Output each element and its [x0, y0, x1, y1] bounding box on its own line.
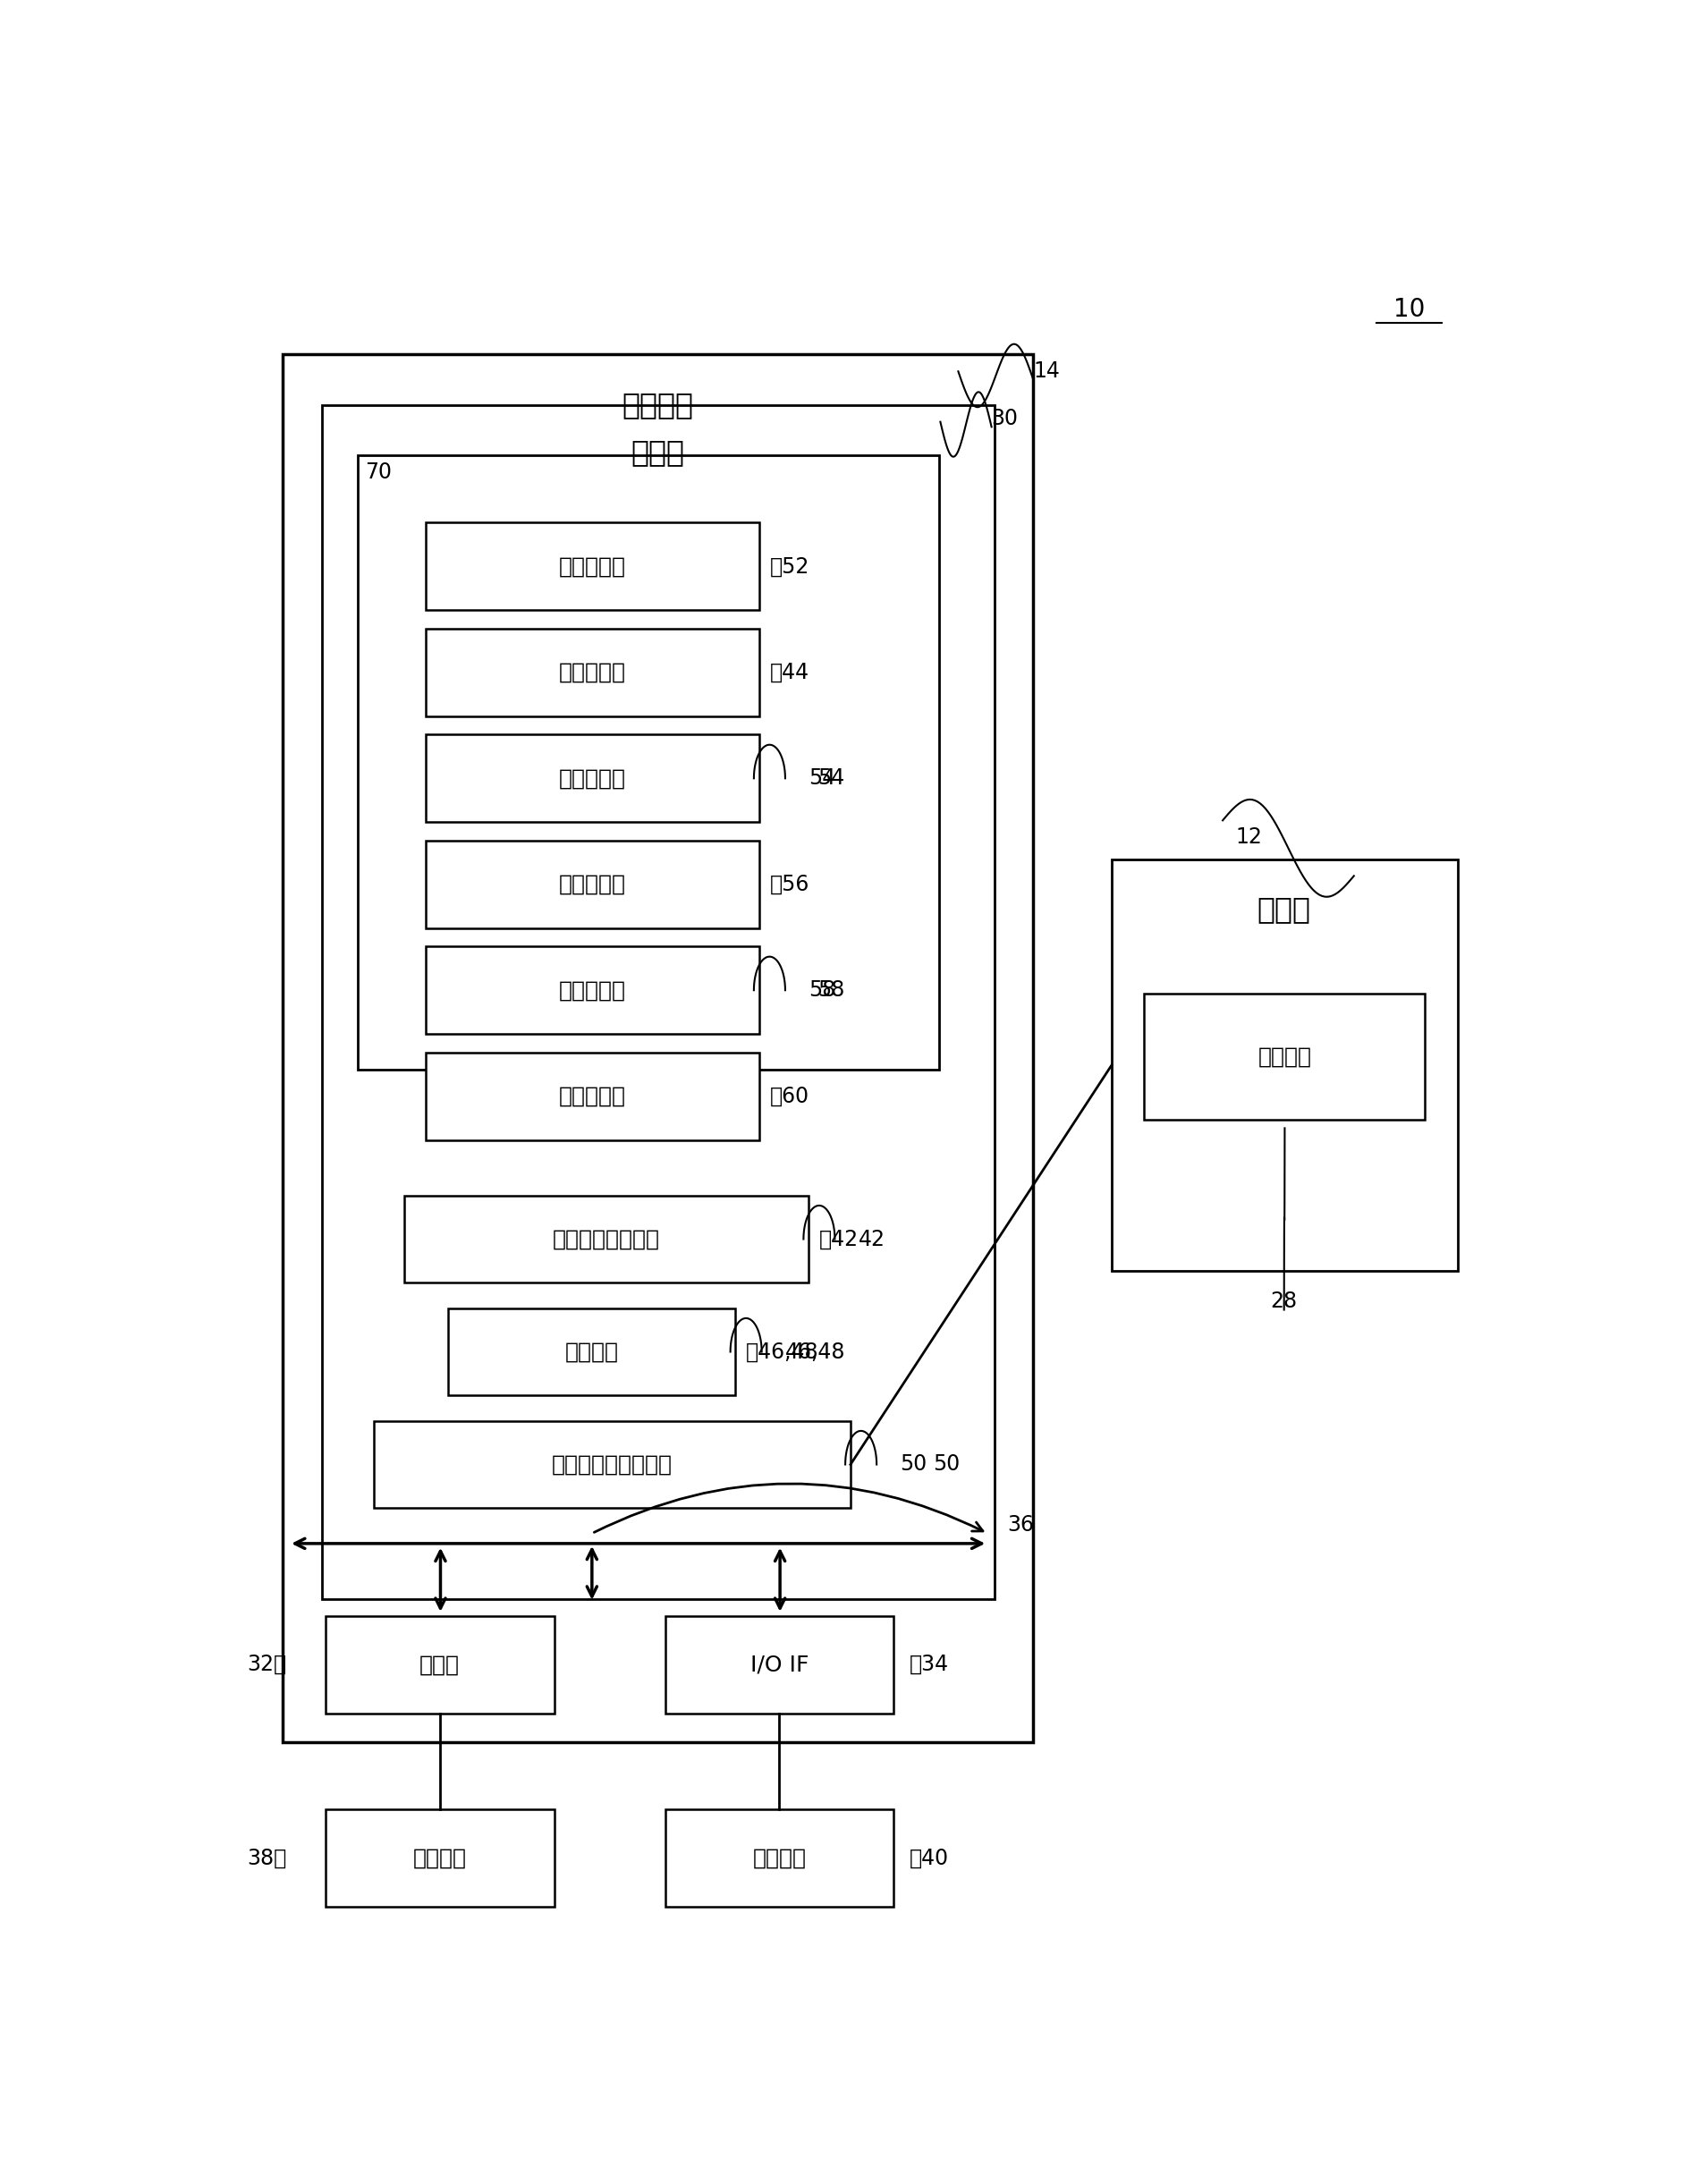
- Text: ～34: ～34: [910, 1653, 949, 1675]
- Text: ～56: ～56: [770, 874, 809, 895]
- Bar: [426, 734, 758, 821]
- Text: 46,48: 46,48: [785, 1341, 846, 1363]
- Text: 条件判定部: 条件判定部: [559, 874, 627, 895]
- Text: 58: 58: [817, 978, 844, 1000]
- Text: ～44: ～44: [770, 662, 809, 684]
- Text: ～52: ～52: [770, 555, 809, 577]
- Text: 54: 54: [817, 767, 844, 788]
- Bar: [283, 354, 1033, 1743]
- Text: ～46,48: ～46,48: [746, 1341, 819, 1363]
- Text: 参数调整部: 参数调整部: [559, 978, 627, 1000]
- Text: 54: 54: [809, 767, 836, 788]
- Bar: [1112, 858, 1458, 1271]
- Text: 存储器: 存储器: [420, 1653, 460, 1675]
- Text: 70: 70: [364, 461, 391, 483]
- Text: 显示装置: 显示装置: [753, 1848, 805, 1870]
- Text: ～60: ～60: [770, 1085, 809, 1107]
- Bar: [426, 946, 758, 1033]
- Text: 30: 30: [991, 408, 1018, 430]
- Bar: [359, 456, 939, 1070]
- Bar: [666, 1616, 893, 1714]
- Text: ～40: ～40: [910, 1848, 949, 1870]
- Text: 机器人: 机器人: [1257, 895, 1311, 924]
- Text: 42: 42: [858, 1227, 885, 1249]
- Bar: [1144, 994, 1426, 1120]
- Text: 摆动动作指令生成部: 摆动动作指令生成部: [551, 1455, 672, 1474]
- Text: 输入装置: 输入装置: [413, 1848, 467, 1870]
- Text: 信号生成部: 信号生成部: [559, 662, 627, 684]
- Text: 参数获取部: 参数获取部: [559, 767, 627, 788]
- Bar: [325, 1616, 554, 1714]
- Text: 32～: 32～: [248, 1653, 286, 1675]
- Text: 12: 12: [1235, 826, 1262, 847]
- Text: 主动作指令生成部: 主动作指令生成部: [553, 1227, 661, 1249]
- Text: 28: 28: [1270, 1291, 1297, 1313]
- Bar: [426, 841, 758, 928]
- Bar: [666, 1808, 893, 1907]
- Text: 输入受理部: 输入受理部: [559, 555, 627, 577]
- Bar: [426, 629, 758, 716]
- Text: 36: 36: [1008, 1514, 1035, 1535]
- Bar: [426, 522, 758, 609]
- Text: 38～: 38～: [246, 1848, 286, 1870]
- Bar: [426, 1053, 758, 1140]
- Text: 处理器: 处理器: [632, 437, 684, 467]
- Text: 14: 14: [1033, 360, 1060, 382]
- Text: 动作获取部: 动作获取部: [559, 1085, 627, 1107]
- Text: 伺服马达: 伺服马达: [1259, 1046, 1311, 1068]
- Text: 滤波器部: 滤波器部: [564, 1341, 618, 1363]
- Bar: [374, 1422, 851, 1509]
- Text: 控制装置: 控制装置: [622, 391, 694, 419]
- Bar: [322, 404, 994, 1599]
- Text: 50: 50: [900, 1455, 927, 1474]
- Text: ～42: ～42: [819, 1227, 859, 1249]
- Bar: [448, 1308, 736, 1396]
- Text: I/O IF: I/O IF: [750, 1653, 809, 1675]
- Text: 50: 50: [933, 1455, 960, 1474]
- Text: 58: 58: [809, 978, 836, 1000]
- Bar: [404, 1195, 809, 1282]
- Text: 10: 10: [1393, 297, 1426, 321]
- Bar: [325, 1808, 554, 1907]
